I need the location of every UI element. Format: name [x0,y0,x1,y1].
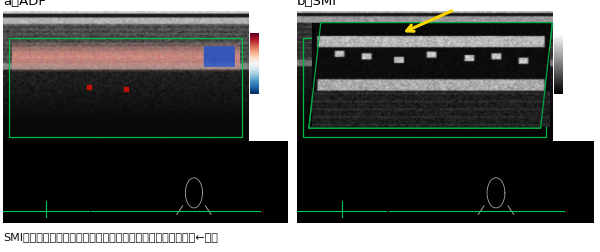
Text: b：SMI: b：SMI [297,0,337,8]
Text: SMIでは浅側頭動脈からの栄養血管が明瞭に描出されている（←）。: SMIでは浅側頭動脈からの栄養血管が明瞭に描出されている（←）。 [3,232,218,242]
Bar [3,141,288,223]
Bar [8,38,242,137]
Text: a：ADF: a：ADF [3,0,46,8]
Bar [297,141,594,223]
Bar [303,38,547,137]
Polygon shape [309,23,553,128]
